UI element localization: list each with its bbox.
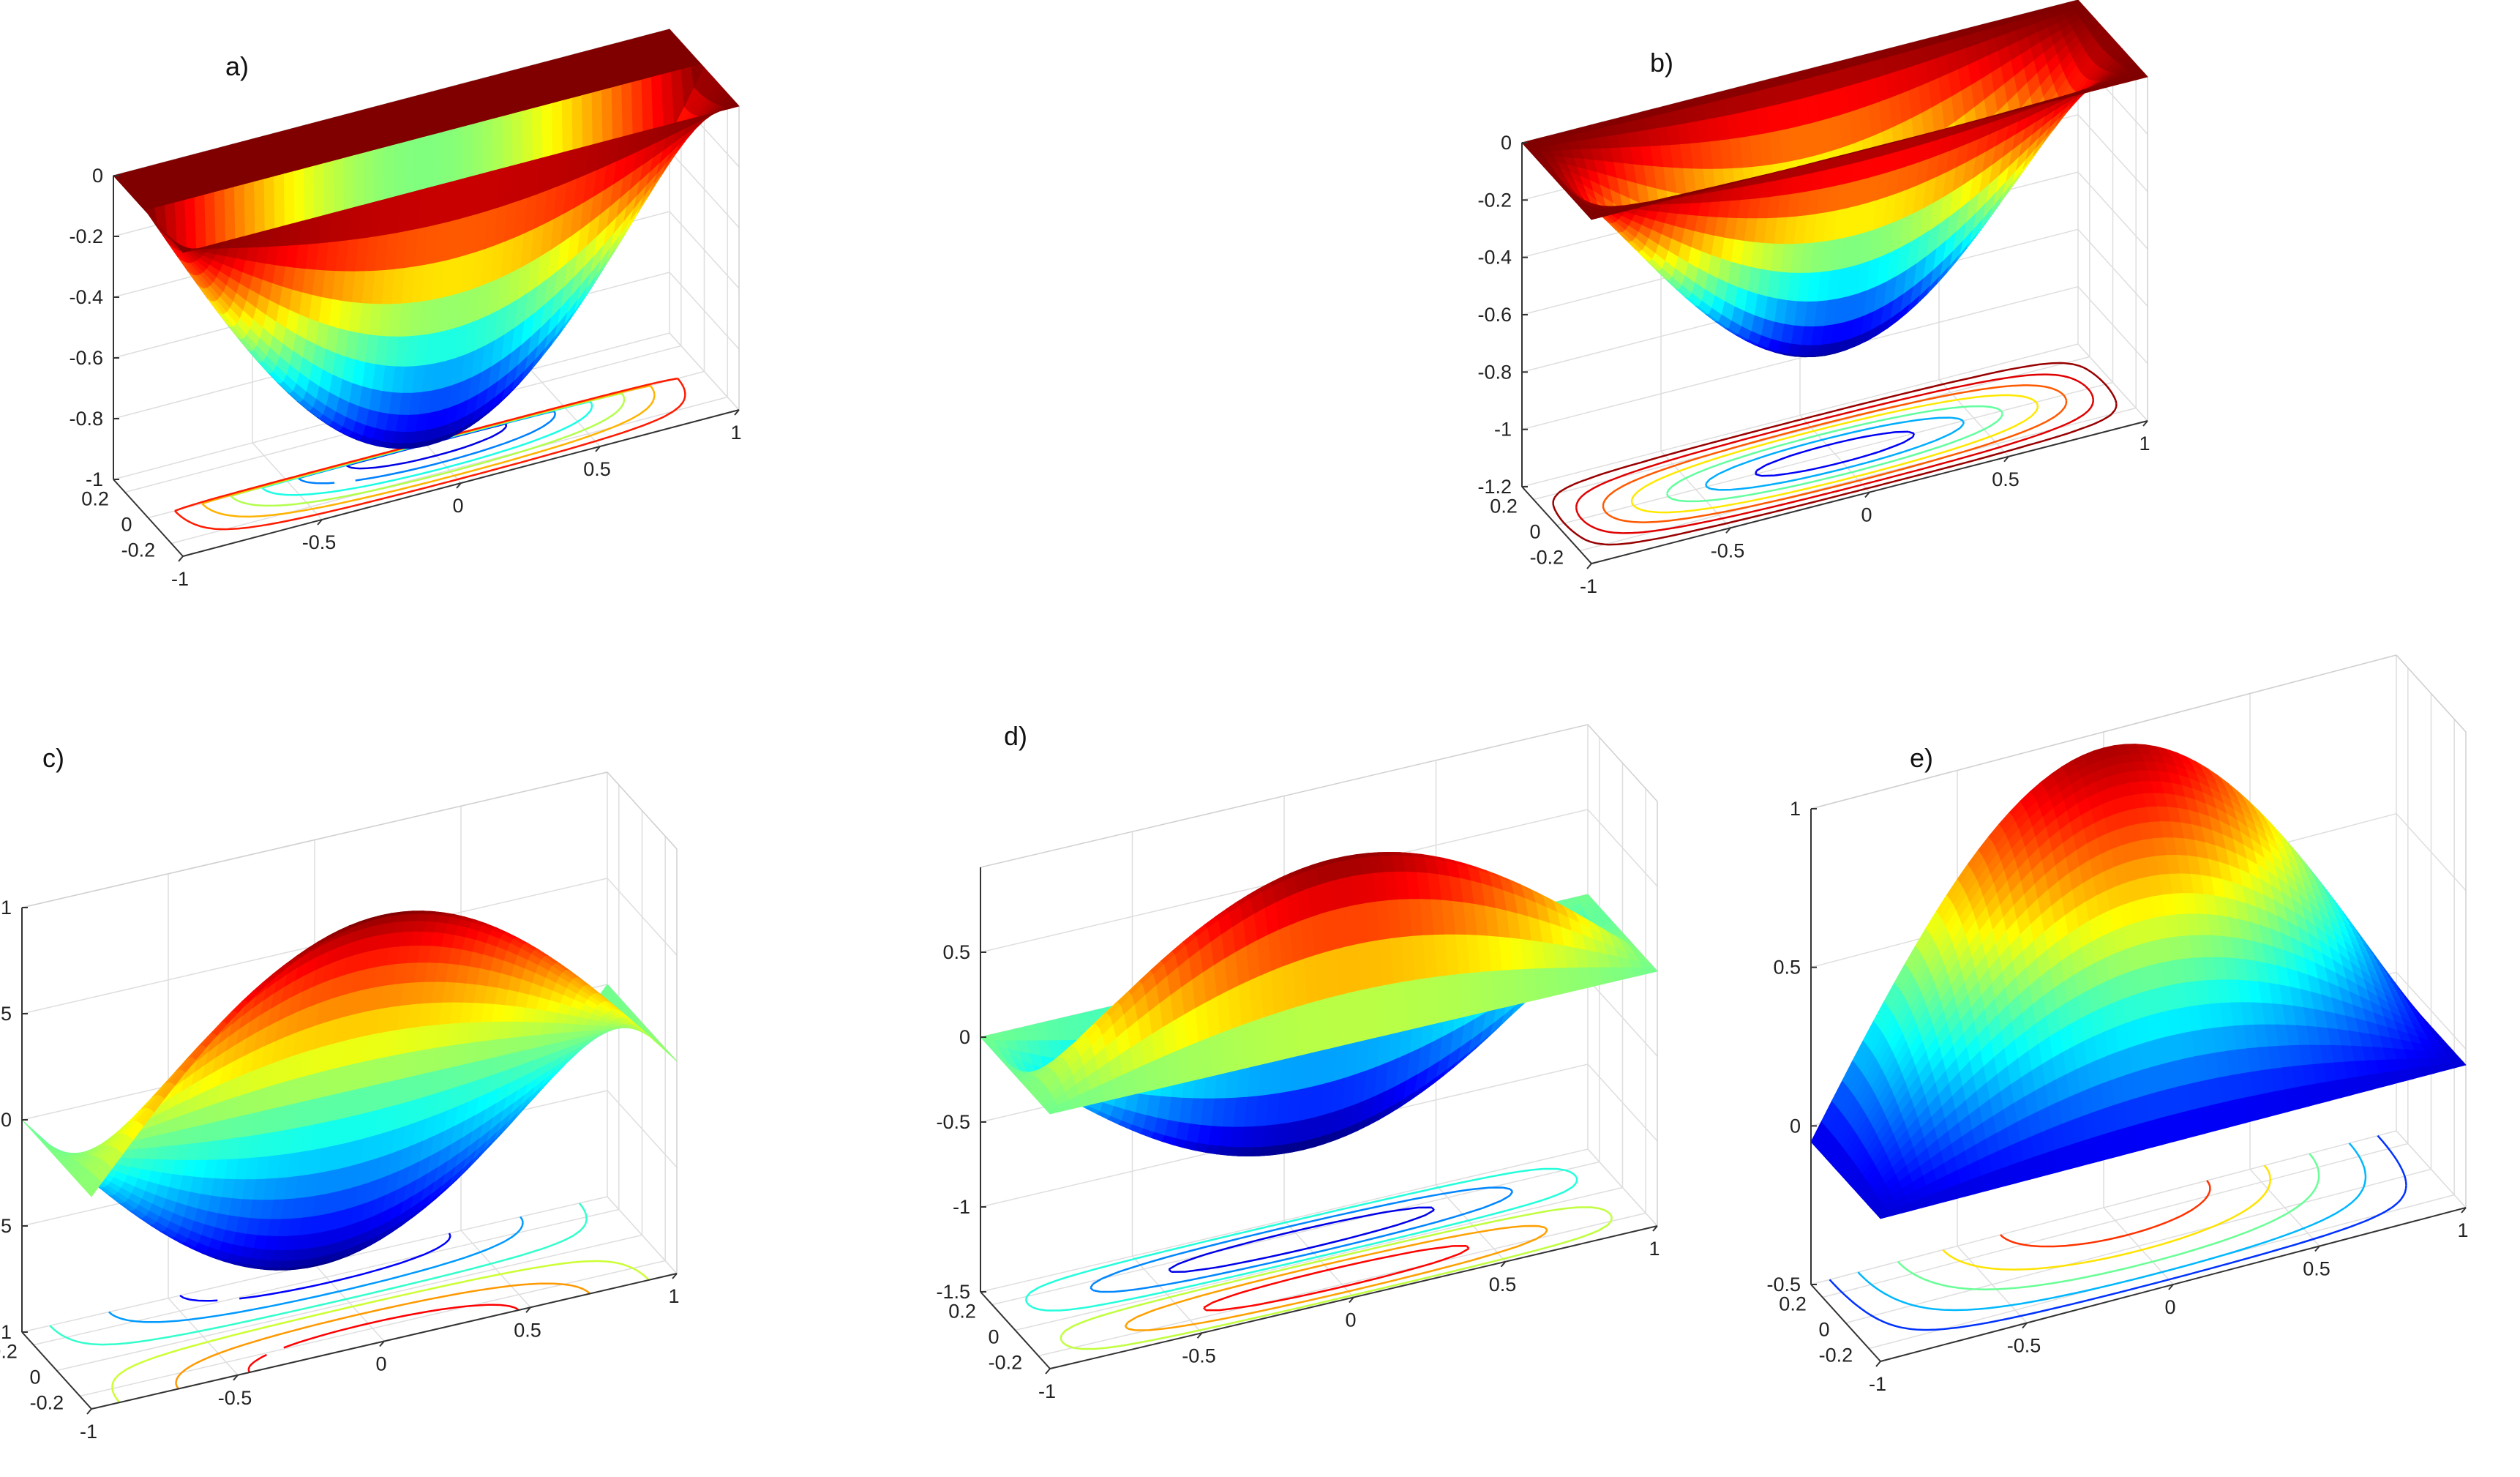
contour-line bbox=[1024, 1167, 1578, 1312]
x-tick-label: 1 bbox=[2139, 433, 2150, 455]
z-tick-label: -0.4 bbox=[69, 286, 103, 308]
z-tick-label: 0 bbox=[1, 1109, 12, 1131]
x-tick-label: 1 bbox=[668, 1285, 679, 1307]
contour-line bbox=[111, 1260, 650, 1403]
x-tick-label: 0 bbox=[1861, 504, 1872, 526]
y-tick-label: 0 bbox=[29, 1366, 40, 1388]
contour-line bbox=[1090, 1186, 1514, 1293]
surface-facet bbox=[663, 1048, 678, 1062]
contour-line bbox=[179, 1233, 451, 1302]
z-tick-label: 0.5 bbox=[0, 1003, 12, 1025]
y-tick-label: -0.2 bbox=[1530, 547, 1564, 569]
contour-line bbox=[1203, 1245, 1470, 1312]
surface-mesh bbox=[980, 851, 1658, 1157]
surface-plot: -1 -0.5 0 0.5 1 -0.2 0 0.2 0 -0.2 -0.4 -0.6 -0.8 -1 -1… bbox=[1477, 0, 2150, 597]
surface-facet bbox=[2134, 72, 2148, 80]
x-tick-label: 1 bbox=[730, 422, 741, 444]
surface-plot: -1 -0.5 0 0.5 1 -0.2 0 0.2 0 -0.2 -0.4 -0.6 -0.8 -1 bbox=[69, 29, 742, 590]
panel-label: c) bbox=[42, 743, 64, 773]
z-tick-label: -0.5 bbox=[0, 1215, 12, 1237]
contour-line bbox=[1705, 416, 1965, 491]
z-tick-label: -1 bbox=[1494, 419, 1512, 441]
z-tick-label: -0.4 bbox=[1477, 247, 1512, 269]
panel-c: c) -1 -0.5 0 0.5 1 -0.2 0 0.2 1 0.5 0 -0.5 -1 bbox=[0, 725, 680, 1471]
y-tick-label: -0.2 bbox=[121, 539, 156, 561]
surface-facet bbox=[600, 994, 615, 1006]
panel-label: a) bbox=[225, 51, 250, 81]
y-tick-label: -0.2 bbox=[30, 1392, 64, 1414]
contour-line bbox=[1552, 362, 2118, 546]
contour-line bbox=[175, 1282, 590, 1390]
contour-line bbox=[1630, 394, 2039, 514]
axes: -1 -0.5 0 0.5 1 -0.2 0 0.2 1 0.5 0 -0.5 -1 bbox=[0, 897, 680, 1443]
z-tick-label: -0.2 bbox=[69, 225, 103, 247]
x-tick-label: 0 bbox=[452, 495, 463, 517]
z-tick-label: -0.8 bbox=[1477, 361, 1512, 383]
y-tick-label: 0.2 bbox=[81, 488, 109, 510]
contour-line bbox=[1754, 430, 1916, 477]
x-tick-label: -0.5 bbox=[302, 531, 337, 553]
surface-plot: -1 -0.5 0 0.5 1 -0.2 0 0.2 1 0.5 0 -0.5 -1 bbox=[0, 771, 680, 1443]
surface-facet bbox=[579, 977, 593, 989]
x-tick-label: -1 bbox=[1580, 575, 1597, 597]
floor-contours bbox=[49, 1203, 650, 1403]
x-tick-label: 0.5 bbox=[514, 1319, 541, 1341]
contour-line bbox=[247, 1304, 520, 1373]
z-tick-label: -0.8 bbox=[69, 408, 103, 430]
contour-line bbox=[1666, 405, 2003, 503]
surface-plot: -1-0.500.51-0.200.20.50-0.5-1-1.5 bbox=[936, 724, 1660, 1402]
x-tick-label: 0.5 bbox=[1992, 468, 2020, 490]
panel-a: a) -1 -0.5 0 0.5 1 -0.2 0 0.2 0 -0.2 -0.4 -0.6 -0.8-… bbox=[69, 15, 980, 673]
floor-contours bbox=[1024, 1167, 1613, 1350]
surface-mesh bbox=[1521, 0, 2148, 358]
panel-d: d) -1 -0.5 0 0.5 1 -0.2 0 0.2 0.5 0 -0.5 -1 -1.5 bbox=[936, 710, 1660, 1471]
y-tick-label: 0 bbox=[121, 514, 132, 536]
surface-facet bbox=[569, 970, 583, 981]
panel-label: b) bbox=[1650, 48, 1674, 78]
z-tick-label: -0.2 bbox=[1477, 189, 1512, 211]
z-tick-label: 0 bbox=[92, 165, 103, 187]
y-tick-label: 0 bbox=[1529, 521, 1540, 543]
z-tick-label: -1.2 bbox=[1477, 476, 1512, 498]
axes: -1 -0.5 0 0.5 1 -0.2 0 0.2 0 -0.2 -0.4 -0.6 -0.8 -1 -1… bbox=[1477, 132, 2150, 597]
z-tick-label: 0 bbox=[1501, 132, 1512, 154]
y-tick-label: 0.2 bbox=[1490, 496, 1518, 517]
x-tick-label: -0.5 bbox=[218, 1387, 252, 1409]
y-tick-label: 0.2 bbox=[0, 1341, 18, 1363]
contour-line bbox=[1060, 1206, 1613, 1350]
panel-b: b) -1 -0.5 0 0.5 1 -0.2 0 0.2 0 -0.2 -0.4 -0.6 -0.8-… bbox=[1477, 0, 2385, 673]
contour-line bbox=[49, 1203, 588, 1346]
contour-line bbox=[1124, 1224, 1548, 1331]
z-tick-label: -1 bbox=[86, 468, 103, 490]
panel-label: d) bbox=[1004, 721, 1028, 751]
surface-mesh bbox=[113, 29, 740, 449]
x-tick-label: -1 bbox=[171, 568, 189, 590]
x-tick-label: -1 bbox=[80, 1421, 97, 1443]
axes: -1 -0.5 0 0.5 1 -0.2 0 0.2 0 -0.2 -0.4 -0.6 -0.8 -1 bbox=[69, 165, 741, 590]
z-tick-label: 1 bbox=[1, 897, 12, 919]
x-tick-label: 0.5 bbox=[583, 458, 611, 480]
surface-facet bbox=[725, 102, 740, 110]
floor-contours bbox=[174, 377, 686, 531]
contour-line bbox=[1575, 373, 2095, 534]
contour-line bbox=[108, 1216, 524, 1323]
x-tick-label: -0.5 bbox=[1711, 539, 1745, 561]
floor-contours bbox=[1552, 362, 2118, 546]
x-tick-label: 0 bbox=[375, 1353, 386, 1375]
contour-line bbox=[1602, 384, 2068, 523]
z-tick-label: -0.6 bbox=[1477, 304, 1512, 326]
contour-line bbox=[1168, 1206, 1435, 1273]
z-tick-label: -0.6 bbox=[69, 347, 103, 369]
surface-mesh bbox=[21, 910, 678, 1271]
z-tick-label: -1 bbox=[0, 1321, 12, 1343]
